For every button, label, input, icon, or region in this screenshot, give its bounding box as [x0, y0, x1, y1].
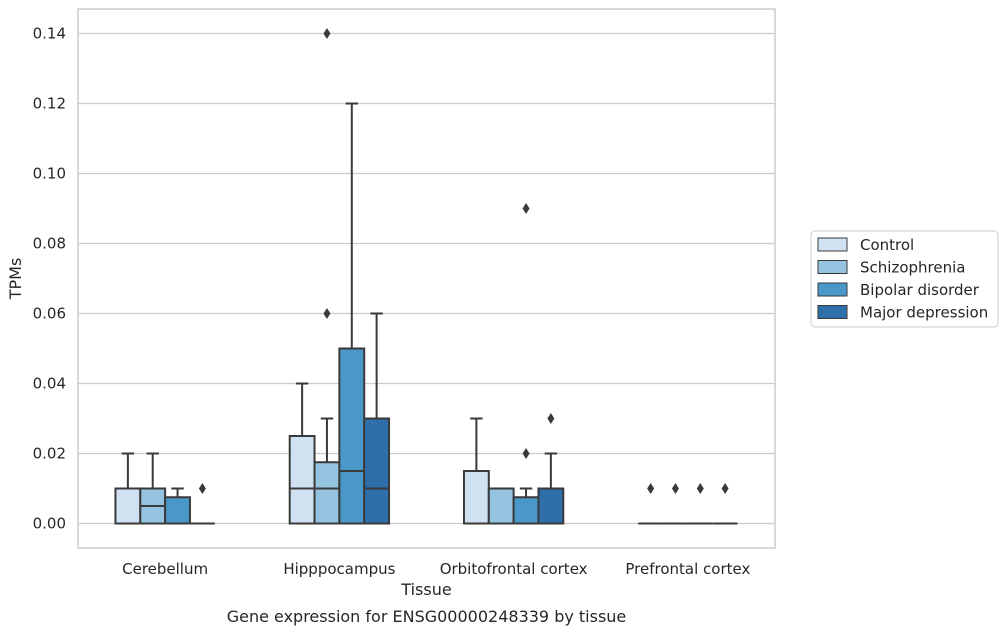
y-axis-ticks: 0.00 0.02 0.04 0.06 0.08 0.10 0.12 0.14: [33, 25, 66, 533]
y-tick-label: 0.12: [33, 95, 66, 113]
legend-swatch: [817, 260, 848, 274]
box-0-0: [114, 452, 142, 525]
x-axis-label: Tissue: [400, 580, 451, 599]
legend: Control Schizophrenia Bipolar disorder Majo…: [810, 230, 999, 328]
box-0-3: [189, 483, 215, 525]
box-0-2: [164, 487, 191, 525]
plot-area: [77, 8, 776, 549]
outlier-point: [721, 483, 729, 494]
y-tick-label: 0.14: [33, 25, 66, 43]
gridlines: [78, 32, 775, 525]
x-tick-label: Orbitofrontal cortex: [440, 560, 588, 578]
box-iqr: [487, 487, 515, 525]
box-iqr: [313, 461, 341, 525]
outlier-point: [522, 203, 530, 214]
box-2-0: [462, 417, 490, 525]
outlier-point: [323, 28, 331, 39]
outlier-point: [198, 483, 206, 494]
box-3-2: [687, 483, 713, 525]
x-tick-label: Prefrontal cortex: [625, 560, 750, 578]
legend-box: [810, 230, 999, 328]
box-1-1: [313, 28, 341, 525]
outlier-point: [671, 483, 679, 494]
box-iqr: [512, 496, 540, 525]
box-1-0: [288, 382, 316, 525]
legend-label: Bipolar disorder: [860, 281, 980, 299]
y-tick-label: 0.06: [33, 305, 66, 323]
box-iqr: [363, 417, 391, 525]
box-iqr: [164, 496, 191, 525]
y-tick-label: 0.04: [33, 375, 66, 393]
box-3-1: [663, 483, 688, 525]
outlier-point: [547, 413, 555, 424]
outlier-point: [323, 308, 331, 319]
y-axis-label: TPMs: [6, 258, 25, 301]
box-3-3: [712, 483, 738, 525]
legend-label: Schizophrenia: [860, 259, 965, 277]
y-tick-label: 0.08: [33, 235, 66, 253]
x-axis-ticks: Cerebellum Hipppocampus Orbitofrontal cort…: [122, 560, 750, 578]
x-tick-label: Cerebellum: [122, 560, 208, 578]
box-iqr: [338, 347, 366, 525]
box-iqr: [288, 435, 316, 525]
legend-swatch: [817, 237, 848, 252]
chart-caption: Gene expression for ENSG00000248339 by t…: [227, 607, 627, 626]
box-1-3: [363, 312, 391, 525]
outlier-point: [696, 483, 704, 494]
x-tick-label: Hipppocampus: [283, 560, 395, 578]
legend-swatch: [817, 282, 848, 297]
outlier-point: [647, 483, 655, 494]
legend-label: Control: [860, 236, 914, 254]
outlier-point: [522, 448, 530, 459]
legend-label: Major depression: [860, 304, 988, 322]
box-iqr: [537, 487, 565, 525]
y-tick-label: 0.00: [33, 515, 66, 533]
box-2-1: [487, 487, 515, 525]
y-tick-label: 0.10: [33, 165, 66, 183]
y-tick-label: 0.02: [33, 445, 66, 463]
box-3-0: [638, 483, 664, 525]
legend-swatch: [817, 305, 848, 319]
box-2-2: [512, 203, 540, 525]
boxes-layer: [114, 28, 738, 525]
box-0-1: [139, 452, 167, 525]
box-iqr: [114, 487, 142, 525]
box-2-3: [537, 413, 565, 525]
box-iqr: [462, 470, 490, 525]
